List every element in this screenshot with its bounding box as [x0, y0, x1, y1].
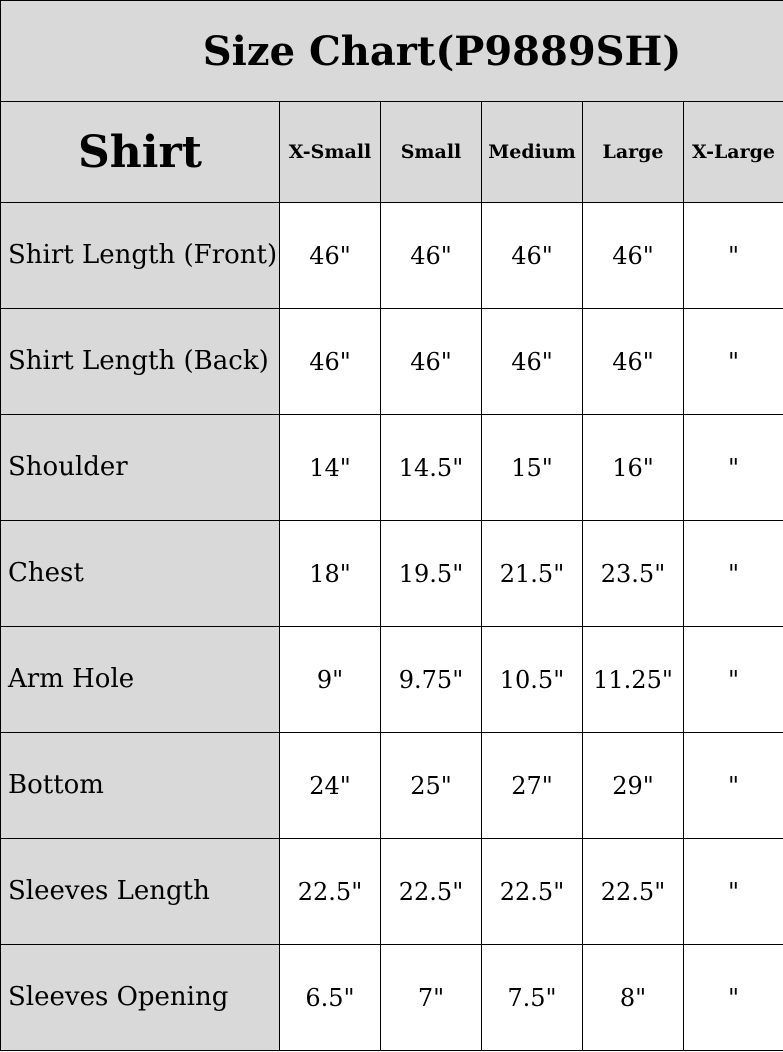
measurement-value: " [682, 308, 783, 415]
table-row: Chest 18" 19.5" 21.5" 23.5" " [0, 520, 783, 627]
measurement-value: " [682, 626, 783, 733]
measurement-value: 14.5" [380, 414, 482, 521]
measurement-value: " [682, 944, 783, 1051]
measurement-value: 24" [279, 732, 381, 839]
size-header: X-Small [279, 101, 381, 203]
category-header: Shirt [0, 101, 280, 203]
size-header: Medium [481, 101, 583, 203]
measurement-value: 22.5" [279, 838, 381, 945]
measurement-value: 18" [279, 520, 381, 627]
table-row: Shirt Length (Front) 46" 46" 46" 46" " [0, 202, 783, 309]
measurement-value: 46" [380, 202, 482, 309]
measurement-label: Shirt Length (Front) [0, 202, 280, 309]
measurement-label: Shoulder [0, 414, 280, 521]
measurement-label: Arm Hole [0, 626, 280, 733]
measurement-value: 46" [380, 308, 482, 415]
measurement-value: 21.5" [481, 520, 583, 627]
table-row: Bottom 24" 25" 27" 29" " [0, 732, 783, 839]
measurement-value: 23.5" [582, 520, 684, 627]
measurement-value: 46" [481, 308, 583, 415]
measurement-value: 22.5" [582, 838, 684, 945]
measurement-value: 46" [582, 308, 684, 415]
measurement-value: 8" [582, 944, 684, 1051]
table-row: Shoulder 14" 14.5" 15" 16" " [0, 414, 783, 521]
measurement-label: Shirt Length (Back) [0, 308, 280, 415]
size-header: X-Large [682, 101, 783, 203]
table-row: Sleeves Opening 6.5" 7" 7.5" 8" " [0, 944, 783, 1051]
header-row: Shirt X-Small Small Medium Large X-Large [0, 101, 783, 203]
measurement-value: 14" [279, 414, 381, 521]
measurement-value: 22.5" [380, 838, 482, 945]
measurement-label: Sleeves Length [0, 838, 280, 945]
measurement-value: 11.25" [582, 626, 684, 733]
measurement-value: 27" [481, 732, 583, 839]
size-header: Small [380, 101, 482, 203]
table-row: Sleeves Length 22.5" 22.5" 22.5" 22.5" " [0, 838, 783, 945]
table-row: Shirt Length (Back) 46" 46" 46" 46" " [0, 308, 783, 415]
measurement-value: 7.5" [481, 944, 583, 1051]
measurement-value: " [682, 732, 783, 839]
measurement-label: Chest [0, 520, 280, 627]
measurement-value: 15" [481, 414, 583, 521]
measurement-value: 7" [380, 944, 482, 1051]
measurement-label: Bottom [0, 732, 280, 839]
measurement-value: 10.5" [481, 626, 583, 733]
measurement-value: 46" [582, 202, 684, 309]
measurement-value: 16" [582, 414, 684, 521]
measurement-label: Sleeves Opening [0, 944, 280, 1051]
measurement-value: " [682, 414, 783, 521]
measurement-value: " [682, 838, 783, 945]
measurement-value: 46" [481, 202, 583, 309]
measurement-value: 46" [279, 202, 381, 309]
chart-title: Size Chart(P9889SH) [0, 0, 783, 102]
table-row: Arm Hole 9" 9.75" 10.5" 11.25" " [0, 626, 783, 733]
measurement-value: " [682, 520, 783, 627]
measurement-value: 25" [380, 732, 482, 839]
size-header: Large [582, 101, 684, 203]
measurement-value: 9" [279, 626, 381, 733]
measurement-value: 22.5" [481, 838, 583, 945]
measurement-value: 29" [582, 732, 684, 839]
measurement-value: " [682, 202, 783, 309]
measurement-value: 9.75" [380, 626, 482, 733]
measurement-value: 6.5" [279, 944, 381, 1051]
measurement-value: 19.5" [380, 520, 482, 627]
measurement-value: 46" [279, 308, 381, 415]
